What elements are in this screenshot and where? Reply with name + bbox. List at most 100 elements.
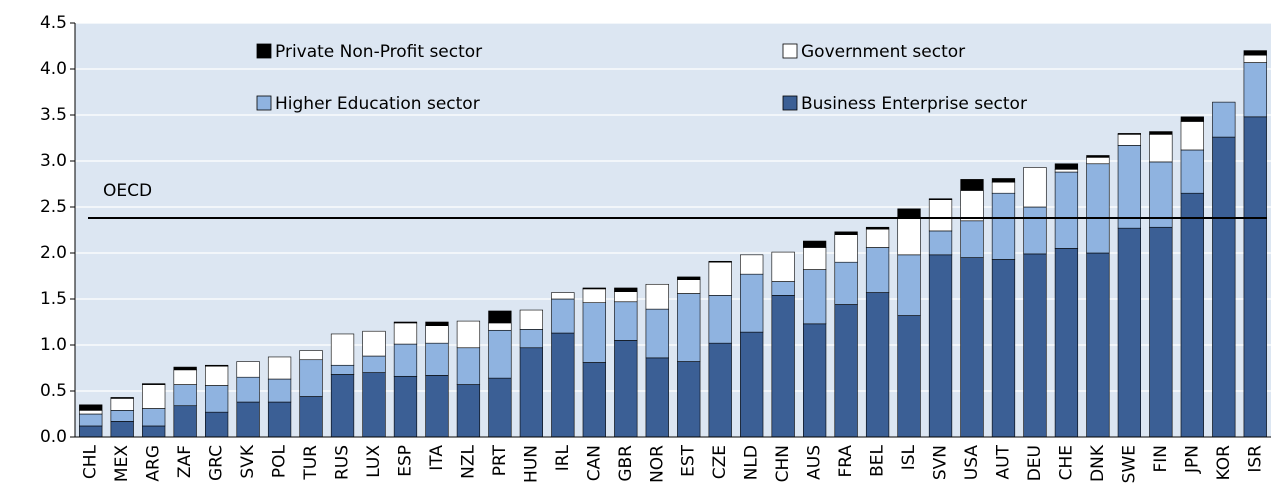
bar-segment [362,355,386,373]
bar-segment [1149,226,1173,438]
bar-segment [1180,121,1204,151]
bar-segment [1180,116,1204,122]
bar-segment [425,375,449,438]
bar-segment [267,378,292,403]
bar-segment [425,321,449,326]
y-tick-label: 4.5 [40,13,67,33]
bar-segment [991,181,1016,194]
bar-segment [236,361,260,378]
bar-segment [1086,163,1110,254]
bar-segment [865,228,890,248]
bar-segment [614,340,638,438]
bar-segment [897,254,921,316]
x-tick-label: GBR [616,445,636,482]
bar-segment [834,304,858,438]
y-tick-label: 3.5 [40,105,67,125]
bar-segment [897,216,921,256]
bar-segment [488,377,512,438]
bar-segment [834,234,858,263]
legend-swatch [782,95,798,111]
bar-segment [803,240,827,248]
x-tick-label: NOR [647,445,667,483]
bar-segment [771,251,795,282]
bar-segment [582,287,606,290]
bar-segment [1117,134,1141,146]
bar-segment [1243,62,1267,118]
bar-segment [582,362,606,438]
x-tick-label: CHE [1056,445,1076,480]
bar-segment [79,404,103,411]
bar-segment [960,190,984,222]
y-tick-label: 2.5 [40,197,67,217]
x-tick-label: ITA [427,445,447,471]
x-tick-label: FIN [1151,445,1171,473]
bar-segment [142,383,166,385]
bar-segment [614,287,638,292]
bar-segment [330,333,355,366]
legend-swatch [256,95,272,111]
bar-segment [79,425,103,438]
bar-segment [740,331,764,438]
x-tick-label: SWE [1119,445,1139,483]
bar-segment [708,260,732,263]
bar-segment [708,342,732,438]
bar-segment [1243,50,1267,56]
bar-segment [551,298,575,334]
bar-segment [1054,168,1079,173]
bar-segment [110,397,134,399]
x-tick-label: ESP [395,445,415,477]
bar-segment [173,405,197,438]
bar-segment [299,350,323,361]
x-tick-label: POL [270,444,290,478]
bar-segment [488,329,512,379]
bar-segment [299,359,323,397]
bar-segment [991,192,1016,260]
bar-segment [519,347,543,438]
bar-segment [708,261,732,296]
bar-segment [865,292,890,438]
bar-segment [1243,54,1267,63]
bar-segment [928,198,953,200]
legend-label: Government sector [801,42,965,62]
bar-segment [519,309,543,330]
bar-segment [456,384,481,438]
bar-segment [582,302,606,363]
bar-segment [1086,155,1110,158]
bar-segment [865,226,890,230]
legend-swatch [782,43,798,59]
bar-segment [928,230,953,256]
bar-segment [110,421,134,438]
x-tick-label: BEL [868,444,888,476]
bar-segment [551,332,575,438]
bar-segment [393,343,418,377]
x-tick-label: SVN [931,445,951,480]
bar-segment [928,254,953,438]
bar-segment [205,365,229,386]
x-tick-label: HUN [521,445,541,483]
bar-segment [79,410,103,415]
bar-segment [1023,167,1047,208]
bar-segment [614,291,638,303]
bar-segment [110,410,134,422]
bar-segment [582,288,606,303]
bar-segment [330,374,355,438]
x-tick-label: NZL [458,444,478,478]
bar-segment [173,384,197,407]
bar-segment [928,199,953,232]
x-tick-label: GRC [207,445,227,481]
bar-segment [960,220,984,258]
legend-label: Higher Education sector [275,94,480,114]
bar-segment [142,425,166,438]
bar-segment [393,322,418,345]
x-tick-label: ARG [144,445,164,482]
bar-segment [1149,131,1173,135]
x-tick-label: DEU [1025,445,1045,481]
y-tick-label: 1.0 [40,335,67,355]
x-tick-label: AUS [805,445,825,480]
bar-segment [1180,149,1204,194]
bar-segment [456,320,481,349]
bar-segment [425,342,449,376]
bar-segment [771,281,795,296]
bar-segment [299,396,323,438]
bar-segment [142,408,166,427]
